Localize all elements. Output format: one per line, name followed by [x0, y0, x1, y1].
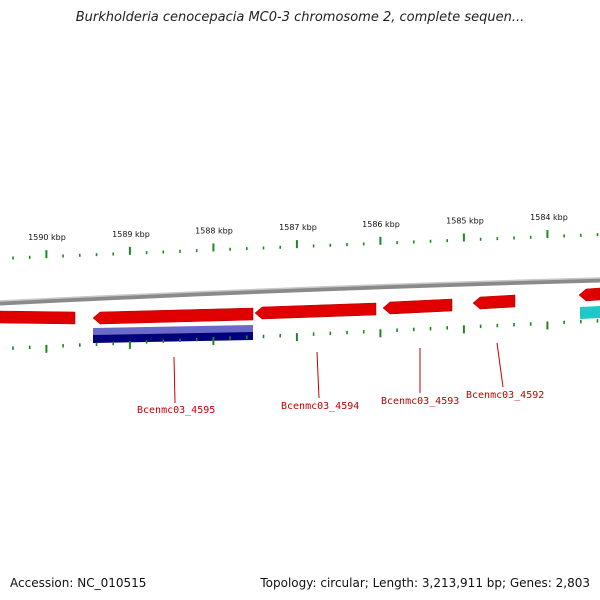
scale-label: 1587 kbp [279, 223, 317, 232]
gene-arrow[interactable] [578, 287, 600, 302]
gene-label-bcenmc03-4595[interactable]: Bcenmc03_4595 [137, 405, 215, 416]
gene-label-bcenmc03-4593[interactable]: Bcenmc03_4593 [381, 396, 459, 407]
gene-labels: Bcenmc03_4595 Bcenmc03_4594 Bcenmc03_459… [137, 390, 544, 416]
gene-features [0, 287, 600, 325]
scale-label: 1585 kbp [446, 216, 484, 225]
scale-label: 1590 kbp [28, 233, 66, 242]
blue-feature[interactable] [93, 325, 253, 343]
scale-label: 1586 kbp [362, 220, 400, 229]
cyan-feature[interactable] [580, 306, 600, 319]
chromosome-backbone [0, 277, 600, 306]
scale-ticks-inner [12, 319, 599, 353]
scale-label: 1589 kbp [112, 230, 150, 239]
scale-ticks-outer [12, 230, 599, 260]
gene-arrow-bcenmc03-4595[interactable] [92, 307, 254, 325]
gene-label-bcenmc03-4594[interactable]: Bcenmc03_4594 [281, 401, 359, 412]
gene-arrow[interactable] [0, 310, 76, 325]
scale-labels: 1590 kbp 1589 kbp 1588 kbp 1587 kbp 1586 kbp… [28, 213, 568, 242]
gene-arrow-bcenmc03-4592[interactable] [472, 294, 516, 310]
map-title: Burkholderia cenocepacia MC0-3 chromosom… [75, 10, 525, 25]
scale-label: 1588 kbp [195, 226, 233, 235]
gene-label-bcenmc03-4592[interactable]: Bcenmc03_4592 [466, 390, 544, 401]
scale-label: 1584 kbp [530, 213, 568, 222]
gene-arrow-bcenmc03-4593[interactable] [382, 298, 453, 315]
accession-text: Accession: NC_010515 [10, 576, 147, 590]
gene-arrow-bcenmc03-4594[interactable] [254, 302, 377, 320]
chromosome-backbone-highlight [0, 277, 600, 302]
topology-text: Topology: circular; Length: 3,213,911 bp… [260, 576, 590, 590]
leader-line [173, 356, 176, 404]
leader-line [316, 351, 320, 399]
gene-leader-lines [173, 342, 504, 404]
leader-line [496, 342, 504, 388]
